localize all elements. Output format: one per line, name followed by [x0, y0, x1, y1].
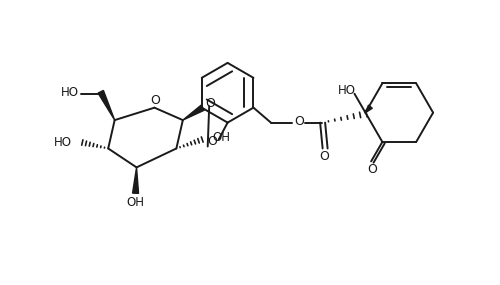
Text: O: O — [320, 150, 330, 163]
Text: O: O — [206, 97, 215, 110]
Text: O: O — [367, 163, 377, 176]
Text: O: O — [150, 94, 160, 107]
Polygon shape — [98, 90, 114, 120]
Text: OH: OH — [126, 196, 144, 209]
Text: O: O — [294, 115, 304, 128]
Text: OH: OH — [212, 131, 230, 144]
Text: O: O — [208, 135, 218, 148]
Polygon shape — [132, 167, 138, 193]
Text: HO: HO — [54, 135, 72, 148]
Text: HO: HO — [61, 86, 79, 99]
Text: HO: HO — [338, 84, 355, 97]
Polygon shape — [366, 105, 372, 113]
Polygon shape — [183, 105, 204, 120]
